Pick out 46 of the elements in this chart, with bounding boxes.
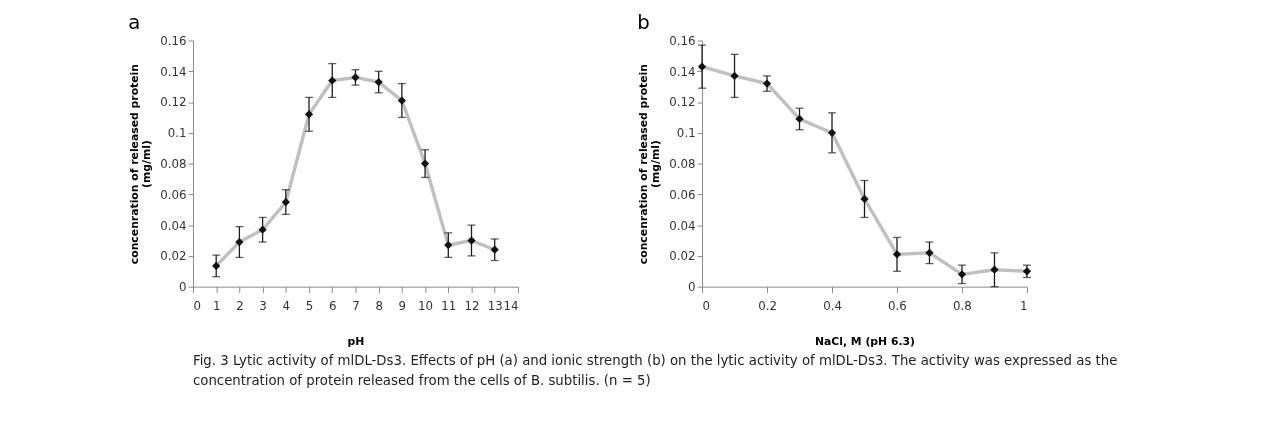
y-tick-label: 0: [688, 280, 696, 295]
caption: Fig. 3 Lytic activity of mlDL-Ds3. Effects of pH (a) and ionic strength (b) on the lytic activity of mlDL-Ds3. The activity was expressed as the concentration of protein released from the cells of B. subtilis. (n = 5): [192, 353, 1118, 389]
x-axis-title: pH: [347, 335, 365, 349]
x-tick-label: 8: [375, 298, 383, 313]
y-tick-label: 0.08: [160, 157, 187, 172]
x-tick-label: 4: [282, 298, 291, 313]
y-tick-label: 0.06: [669, 187, 696, 202]
y-axis-title: concenration of released protein (mg/ml): [636, 63, 663, 265]
y-tick-label: 0.02: [160, 249, 187, 264]
x-tick-label: 0.2: [758, 298, 777, 313]
y-tick-label: 0.02: [669, 249, 696, 264]
x-tick-label: 1: [1019, 298, 1028, 313]
y-tick-label: 0.1: [167, 126, 187, 141]
x-tick-label: 1: [212, 298, 221, 313]
y-tick-label: 0.16: [669, 33, 696, 48]
y-axis-title: concenration of released protein (mg/ml): [127, 63, 154, 265]
y-tick-label: 0.12: [160, 95, 187, 110]
y-tick-label: 0.1: [676, 126, 696, 141]
y-tick-label: 0.12: [669, 95, 696, 110]
x-tick-label: 12: [464, 298, 480, 313]
x-tick-label: 13: [487, 298, 503, 313]
y-tick-label: 0.06: [160, 187, 187, 202]
x-tick-label: 14: [503, 298, 519, 313]
x-tick-label: 6: [328, 298, 337, 313]
chart-title: b: [637, 10, 650, 34]
x-tick-label: 11: [441, 298, 457, 313]
x-tick-label: 3: [259, 298, 267, 313]
chart-title: a: [128, 10, 141, 34]
x-tick-label: 0.8: [953, 298, 972, 313]
y-tick-label: 0.14: [669, 64, 696, 79]
x-tick-label: 2: [236, 298, 244, 313]
y-tick-label: 0.08: [669, 157, 696, 172]
y-tick-label: 0.14: [160, 64, 187, 79]
x-tick-label: 0.6: [888, 298, 907, 313]
x-tick-label: 7: [352, 298, 360, 313]
x-tick-label: 5: [305, 298, 314, 313]
x-tick-label: 10: [418, 298, 434, 313]
x-tick-label: 0.4: [823, 298, 842, 313]
x-tick-label: 9: [398, 298, 407, 313]
y-tick-label: 0: [179, 280, 187, 295]
y-tick-label: 0.04: [669, 218, 696, 233]
x-axis-title: NaCl, M (pH 6.3): [814, 335, 916, 349]
y-tick-label: 0.16: [160, 33, 187, 48]
y-tick-label: 0.04: [160, 218, 187, 233]
x-tick-label: 0: [702, 298, 711, 313]
x-tick-label: 0: [193, 298, 201, 313]
